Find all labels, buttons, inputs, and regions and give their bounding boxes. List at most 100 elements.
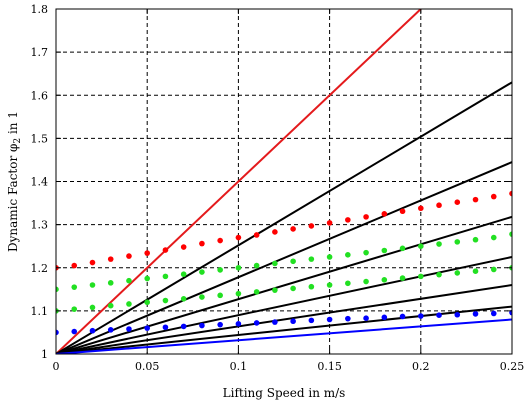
scatter-point-2 <box>418 243 424 249</box>
scatter-point-2 <box>454 239 461 245</box>
scatter-point-3 <box>126 301 132 307</box>
scatter-point-1 <box>272 229 278 235</box>
scatter-point-1 <box>399 208 406 215</box>
scatter-point-3 <box>472 268 479 275</box>
y-tick-label: 1.1 <box>31 305 49 318</box>
series-line-2 <box>56 81 512 354</box>
scatter-point-1 <box>436 202 442 209</box>
scatter-point-2 <box>180 271 187 278</box>
scatter-point-4 <box>381 314 388 321</box>
x-tick-label: 0 <box>53 360 60 373</box>
scatter-point-1 <box>509 190 512 197</box>
scatter-point-3 <box>272 287 278 293</box>
scatter-point-2 <box>308 256 315 262</box>
scatter-point-3 <box>290 285 296 292</box>
scatter-point-2 <box>509 231 512 237</box>
scatter-point-1 <box>253 232 260 238</box>
scatter-point-2 <box>89 282 96 288</box>
series-line-7 <box>56 305 512 354</box>
scatter-point-4 <box>345 315 351 322</box>
x-tick-label: 0.25 <box>500 360 525 373</box>
scatter-point-4 <box>126 326 132 332</box>
scatter-point-4 <box>399 313 406 320</box>
scatter-point-1 <box>217 237 223 244</box>
scatter-point-3 <box>235 290 242 297</box>
scatter-point-4 <box>418 313 424 319</box>
series-line-5 <box>56 255 512 354</box>
scatter-point-1 <box>345 217 351 223</box>
scatter-point-4 <box>107 327 114 333</box>
scatter-point-1 <box>490 193 497 200</box>
scatter-point-3 <box>490 266 497 273</box>
scatter-point-2 <box>436 241 442 247</box>
scatter-point-4 <box>290 318 296 325</box>
scatter-point-4 <box>56 329 59 336</box>
scatter-point-4 <box>436 312 442 318</box>
scatter-point-4 <box>71 328 78 335</box>
scatter-point-2 <box>345 252 351 258</box>
y-axis-label-subscript: 2 <box>13 138 23 144</box>
scatter-point-2 <box>162 273 169 280</box>
scatter-point-3 <box>308 283 315 290</box>
scatter-point-1 <box>144 250 150 256</box>
scatter-point-1 <box>89 259 96 266</box>
series-layer <box>56 9 512 354</box>
scatter-point-2 <box>217 267 223 273</box>
x-tick-label: 0.2 <box>412 360 430 373</box>
scatter-point-2 <box>71 284 78 290</box>
scatter-point-2 <box>235 264 242 271</box>
scatter-point-3 <box>199 294 205 300</box>
plot-frame <box>55 8 513 355</box>
scatter-point-3 <box>107 302 114 309</box>
y-tick-label: 1.6 <box>31 89 49 102</box>
y-tick-label: 1.3 <box>31 219 49 232</box>
scatter-point-1 <box>199 240 205 247</box>
scatter-point-4 <box>490 310 497 317</box>
scatter-point-1 <box>454 199 461 205</box>
x-tick-label: 0.05 <box>135 360 160 373</box>
scatter-point-2 <box>144 275 150 282</box>
scatter-point-1 <box>326 220 333 226</box>
scatter-point-1 <box>180 244 187 250</box>
y-tick-label: 1.2 <box>31 262 49 275</box>
scatter-point-2 <box>199 269 205 275</box>
scatter-point-1 <box>71 262 78 269</box>
scatter-point-4 <box>180 323 187 330</box>
scatter-point-3 <box>217 292 223 299</box>
scatter-point-3 <box>144 299 150 306</box>
scatter-point-4 <box>272 319 278 325</box>
scatter-point-1 <box>308 223 315 229</box>
scatter-point-3 <box>454 270 461 276</box>
scatter-point-3 <box>436 271 442 278</box>
scatter-point-2 <box>490 234 497 241</box>
scatter-point-4 <box>253 320 260 326</box>
scatter-point-3 <box>418 273 424 280</box>
scatter-point-1 <box>363 214 369 220</box>
scatter-point-1 <box>235 234 242 241</box>
y-axis-label-unit: in 1 <box>6 111 20 138</box>
scatter-point-2 <box>126 277 132 284</box>
scatter-point-3 <box>399 275 406 281</box>
scatter-point-3 <box>180 296 187 302</box>
scatter-point-1 <box>107 256 114 262</box>
scatter-point-2 <box>472 236 479 243</box>
scatter-point-2 <box>56 286 59 293</box>
y-tick-label: 1.7 <box>31 46 49 59</box>
series-line-1 <box>56 9 422 354</box>
y-tick-label: 1.5 <box>31 132 49 145</box>
scatter-point-3 <box>253 289 260 295</box>
y-axis-label: Dynamic Factor φ2 in 1 <box>6 111 23 252</box>
scatter-point-3 <box>71 306 78 312</box>
scatter-point-4 <box>217 321 223 328</box>
scatter-point-3 <box>381 277 388 283</box>
scatter-point-4 <box>199 322 205 329</box>
scatter-point-1 <box>472 196 479 203</box>
x-axis-label: Lifting Speed in m/s <box>223 386 346 400</box>
scatter-point-3 <box>326 282 333 288</box>
scatter-point-2 <box>399 245 406 252</box>
y-tick-label: 1.4 <box>31 176 49 189</box>
y-tick-label: 1.8 <box>31 3 49 16</box>
scatter-point-2 <box>363 249 369 256</box>
scatter-point-1 <box>126 253 132 259</box>
y-axis-label-main: Dynamic Factor φ <box>6 144 20 252</box>
